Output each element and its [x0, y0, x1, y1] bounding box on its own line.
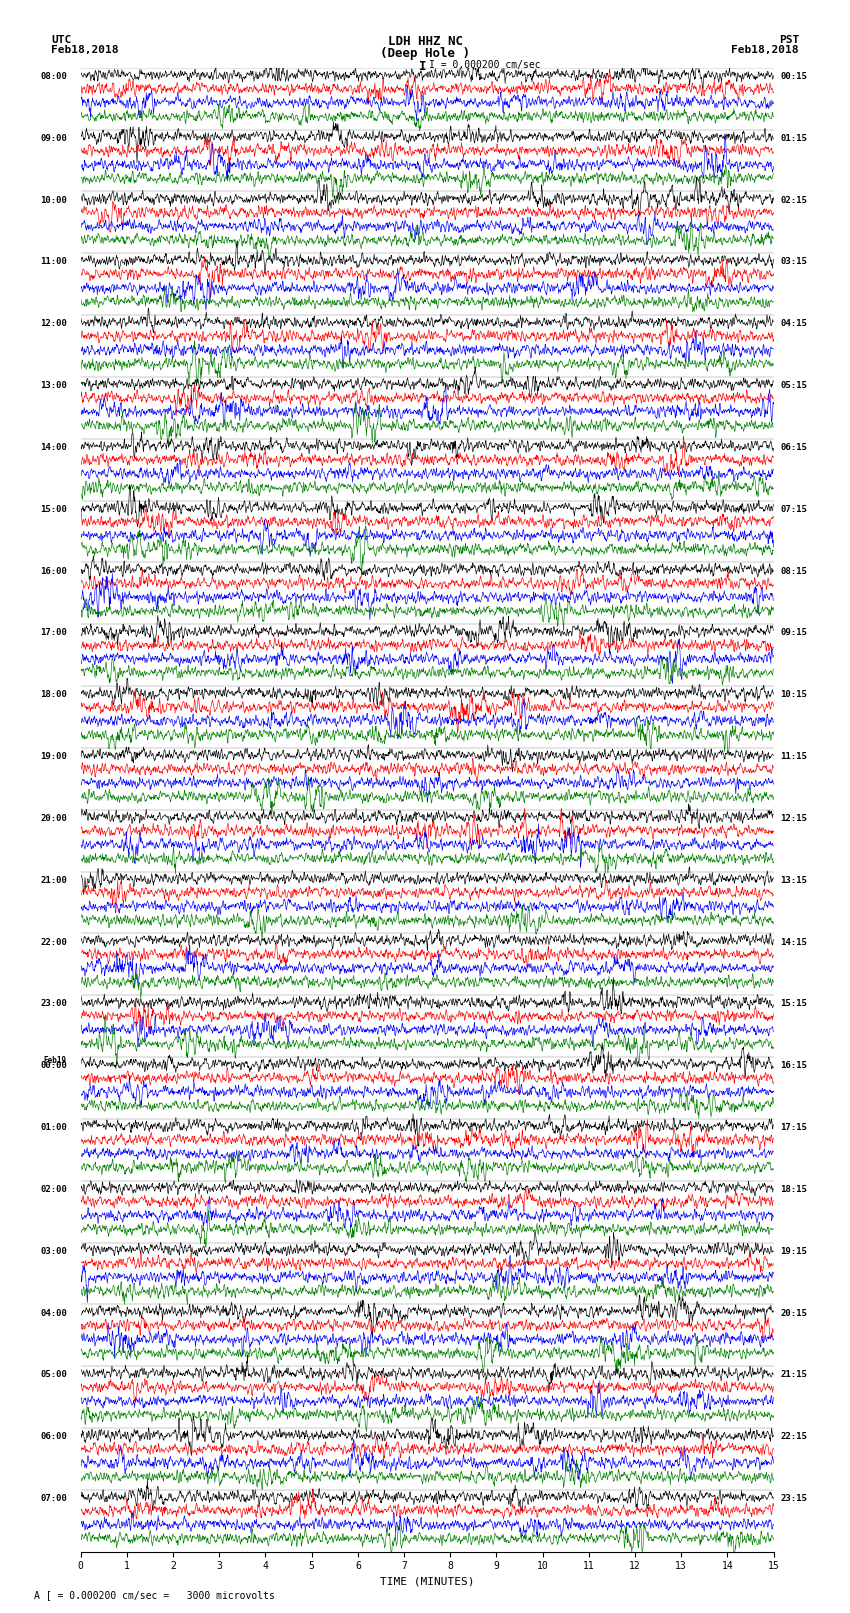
Text: 01:00: 01:00: [40, 1123, 67, 1132]
Text: 15:15: 15:15: [780, 1000, 808, 1008]
Text: Feb18,2018: Feb18,2018: [51, 45, 118, 55]
Text: 06:00: 06:00: [40, 1432, 67, 1440]
Text: 05:15: 05:15: [780, 381, 808, 390]
Text: 16:00: 16:00: [40, 566, 67, 576]
Text: 02:00: 02:00: [40, 1186, 67, 1194]
Text: 09:15: 09:15: [780, 629, 808, 637]
Text: 13:00: 13:00: [40, 381, 67, 390]
Text: I = 0.000200 cm/sec: I = 0.000200 cm/sec: [429, 60, 541, 69]
Text: 11:15: 11:15: [780, 752, 808, 761]
Text: 14:15: 14:15: [780, 937, 808, 947]
Text: 22:00: 22:00: [40, 937, 67, 947]
X-axis label: TIME (MINUTES): TIME (MINUTES): [380, 1578, 474, 1587]
Text: 04:15: 04:15: [780, 319, 808, 327]
Text: 20:15: 20:15: [780, 1308, 808, 1318]
Text: 15:00: 15:00: [40, 505, 67, 513]
Text: A [ = 0.000200 cm/sec =   3000 microvolts: A [ = 0.000200 cm/sec = 3000 microvolts: [34, 1590, 275, 1600]
Text: 00:00: 00:00: [40, 1061, 67, 1069]
Text: 11:00: 11:00: [40, 258, 67, 266]
Text: 22:15: 22:15: [780, 1432, 808, 1440]
Text: 08:00: 08:00: [40, 73, 67, 81]
Text: 00:15: 00:15: [780, 73, 808, 81]
Text: 23:00: 23:00: [40, 1000, 67, 1008]
Text: 21:00: 21:00: [40, 876, 67, 884]
Text: 23:15: 23:15: [780, 1494, 808, 1503]
Text: LDH HHZ NC: LDH HHZ NC: [388, 35, 462, 48]
Text: Feb19: Feb19: [43, 1057, 67, 1065]
Text: 18:00: 18:00: [40, 690, 67, 698]
Text: 04:00: 04:00: [40, 1308, 67, 1318]
Text: 07:00: 07:00: [40, 1494, 67, 1503]
Text: 17:00: 17:00: [40, 629, 67, 637]
Text: 10:00: 10:00: [40, 195, 67, 205]
Text: 01:15: 01:15: [780, 134, 808, 142]
Text: (Deep Hole ): (Deep Hole ): [380, 47, 470, 60]
Text: Feb18,2018: Feb18,2018: [732, 45, 799, 55]
Text: 05:00: 05:00: [40, 1371, 67, 1379]
Text: 13:15: 13:15: [780, 876, 808, 884]
Text: 02:15: 02:15: [780, 195, 808, 205]
Text: 09:00: 09:00: [40, 134, 67, 142]
Text: 08:15: 08:15: [780, 566, 808, 576]
Text: 14:00: 14:00: [40, 444, 67, 452]
Text: 16:15: 16:15: [780, 1061, 808, 1069]
Text: 07:15: 07:15: [780, 505, 808, 513]
Text: 19:15: 19:15: [780, 1247, 808, 1255]
Text: 17:15: 17:15: [780, 1123, 808, 1132]
Text: 19:00: 19:00: [40, 752, 67, 761]
Text: 21:15: 21:15: [780, 1371, 808, 1379]
Text: 03:00: 03:00: [40, 1247, 67, 1255]
Text: 03:15: 03:15: [780, 258, 808, 266]
Text: 06:15: 06:15: [780, 444, 808, 452]
Text: I: I: [419, 60, 426, 73]
Text: 12:00: 12:00: [40, 319, 67, 327]
Text: 10:15: 10:15: [780, 690, 808, 698]
Text: 18:15: 18:15: [780, 1186, 808, 1194]
Text: PST: PST: [779, 35, 799, 45]
Text: UTC: UTC: [51, 35, 71, 45]
Text: 12:15: 12:15: [780, 815, 808, 823]
Text: 20:00: 20:00: [40, 815, 67, 823]
